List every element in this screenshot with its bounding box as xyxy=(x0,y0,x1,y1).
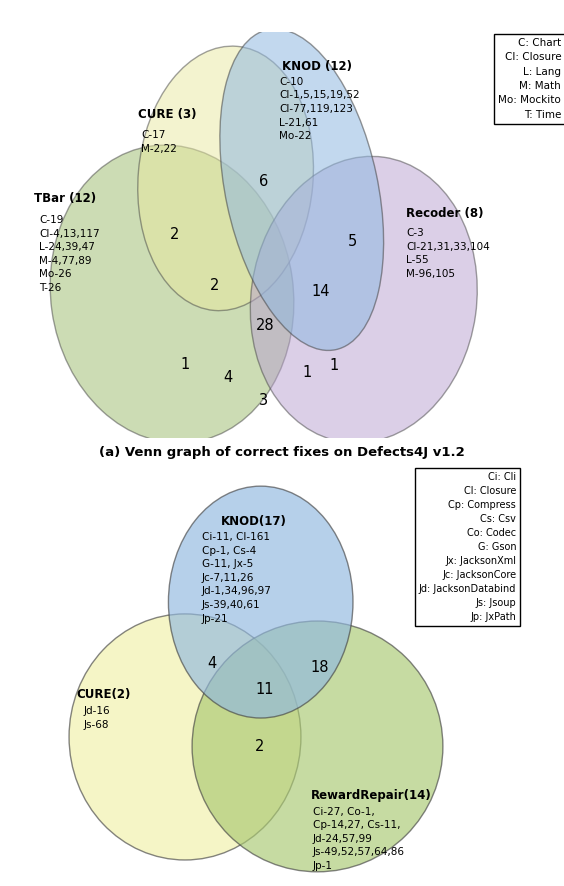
Text: 14: 14 xyxy=(311,284,329,299)
Text: 1: 1 xyxy=(180,357,190,372)
Ellipse shape xyxy=(169,486,353,718)
Text: Recoder (8): Recoder (8) xyxy=(406,206,483,220)
Text: Ci-11, Cl-161
Cp-1, Cs-4
G-11, Jx-5
Jc-7,11,26
Jd-1,34,96,97
Js-39,40,61
Jp-21: Ci-11, Cl-161 Cp-1, Cs-4 G-11, Jx-5 Jc-7… xyxy=(201,532,271,624)
Text: 2: 2 xyxy=(210,278,219,293)
Text: 28: 28 xyxy=(255,317,275,332)
Text: Ci-27, Co-1,
Cp-14,27, Cs-11,
Jd-24,57,99
Js-49,52,57,64,86
Jp-1: Ci-27, Co-1, Cp-14,27, Cs-11, Jd-24,57,9… xyxy=(313,806,405,871)
Text: 1: 1 xyxy=(303,365,312,380)
Text: C-10
Cl-1,5,15,19,52
Cl-77,119,123
L-21,61
Mo-22: C-10 Cl-1,5,15,19,52 Cl-77,119,123 L-21,… xyxy=(279,77,360,141)
Text: 5: 5 xyxy=(348,234,357,249)
Text: 18: 18 xyxy=(311,660,329,675)
Text: 2: 2 xyxy=(254,739,264,754)
Text: TBar (12): TBar (12) xyxy=(34,192,96,206)
Text: 1: 1 xyxy=(329,358,338,373)
Text: C: Chart
Cl: Closure
L: Lang
M: Math
Mo: Mockito
T: Time: C: Chart Cl: Closure L: Lang M: Math Mo:… xyxy=(499,38,561,120)
Ellipse shape xyxy=(69,614,301,860)
Text: KNOD(17): KNOD(17) xyxy=(221,515,287,527)
Ellipse shape xyxy=(50,145,294,443)
Text: 2: 2 xyxy=(170,228,179,242)
Text: Jd-16
Js-68: Jd-16 Js-68 xyxy=(83,706,110,730)
Text: Ci: Cli
Cl: Closure
Cp: Compress
Cs: Csv
Co: Codec
G: Gson
Jx: JacksonXml
Jc: Ja: Ci: Cli Cl: Closure Cp: Compress Cs: Csv… xyxy=(419,471,516,622)
Text: C-3
Cl-21,31,33,104
L-55
M-96,105: C-3 Cl-21,31,33,104 L-55 M-96,105 xyxy=(406,228,490,279)
Text: 11: 11 xyxy=(255,681,274,696)
Text: 4: 4 xyxy=(224,370,233,385)
Text: KNOD (12): KNOD (12) xyxy=(282,60,352,73)
Ellipse shape xyxy=(250,156,477,443)
Text: CURE(2): CURE(2) xyxy=(76,688,130,701)
Ellipse shape xyxy=(220,29,384,351)
Text: 3: 3 xyxy=(259,393,268,408)
Text: 6: 6 xyxy=(259,174,268,189)
Text: C-17
M-2,22: C-17 M-2,22 xyxy=(141,130,177,154)
Text: C-19
Cl-4,13,117
L-24,39,47
M-4,77,89
Mo-26
T-26: C-19 Cl-4,13,117 L-24,39,47 M-4,77,89 Mo… xyxy=(39,215,100,293)
Ellipse shape xyxy=(138,46,314,311)
Text: CURE (3): CURE (3) xyxy=(138,108,197,120)
Text: 4: 4 xyxy=(208,657,217,671)
Text: (a) Venn graph of correct fixes on Defects4J v1.2: (a) Venn graph of correct fixes on Defec… xyxy=(99,446,465,459)
Text: RewardRepair(14): RewardRepair(14) xyxy=(310,789,431,802)
Ellipse shape xyxy=(192,621,443,872)
